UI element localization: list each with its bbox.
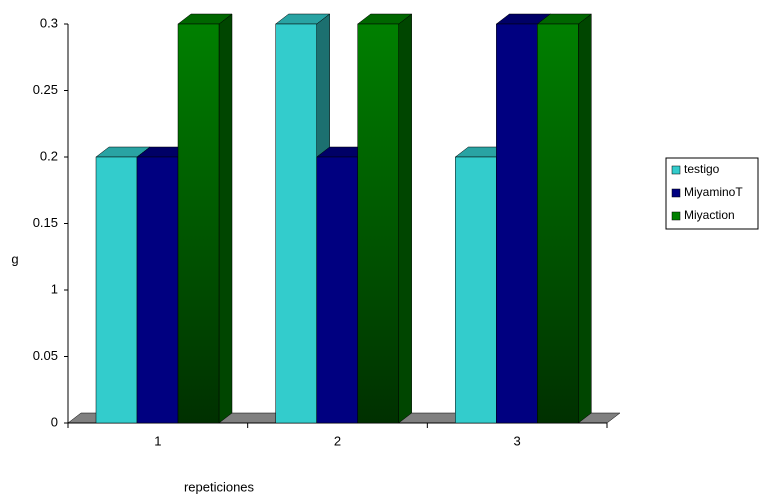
y-tick-label: 0 [51, 414, 58, 429]
bar [95, 156, 138, 424]
x-tick-label: 2 [334, 433, 341, 448]
y-tick-label: 0.2 [40, 148, 58, 163]
bar-side [218, 13, 233, 424]
legend [665, 157, 759, 230]
y-tick-label: 0.05 [33, 348, 58, 363]
legend-swatch [671, 188, 681, 198]
x-axis-title: repeticiones [184, 479, 255, 494]
bar [136, 156, 179, 424]
bar [357, 23, 399, 424]
y-tick-label: 0.15 [33, 215, 58, 230]
y-tick-label: 1 [51, 281, 58, 296]
y-tick-label: 0.3 [40, 15, 58, 30]
legend-label: MiyaminoT [684, 185, 743, 199]
bar [177, 23, 220, 424]
x-tick-label: 1 [154, 433, 161, 448]
legend-swatch [671, 165, 681, 175]
legend-swatch [671, 211, 681, 221]
y-tick-label: 0.25 [33, 82, 58, 97]
legend-label: testigo [684, 162, 720, 176]
bar [537, 23, 579, 424]
x-tick-label: 3 [514, 433, 521, 448]
bar-side [578, 13, 592, 424]
legend-label: Miyaction [684, 208, 735, 222]
bar [316, 156, 358, 424]
bar [496, 23, 538, 424]
bar [275, 23, 317, 424]
y-axis-title: g [11, 251, 18, 266]
bar-side [398, 13, 412, 424]
bar [455, 156, 497, 424]
